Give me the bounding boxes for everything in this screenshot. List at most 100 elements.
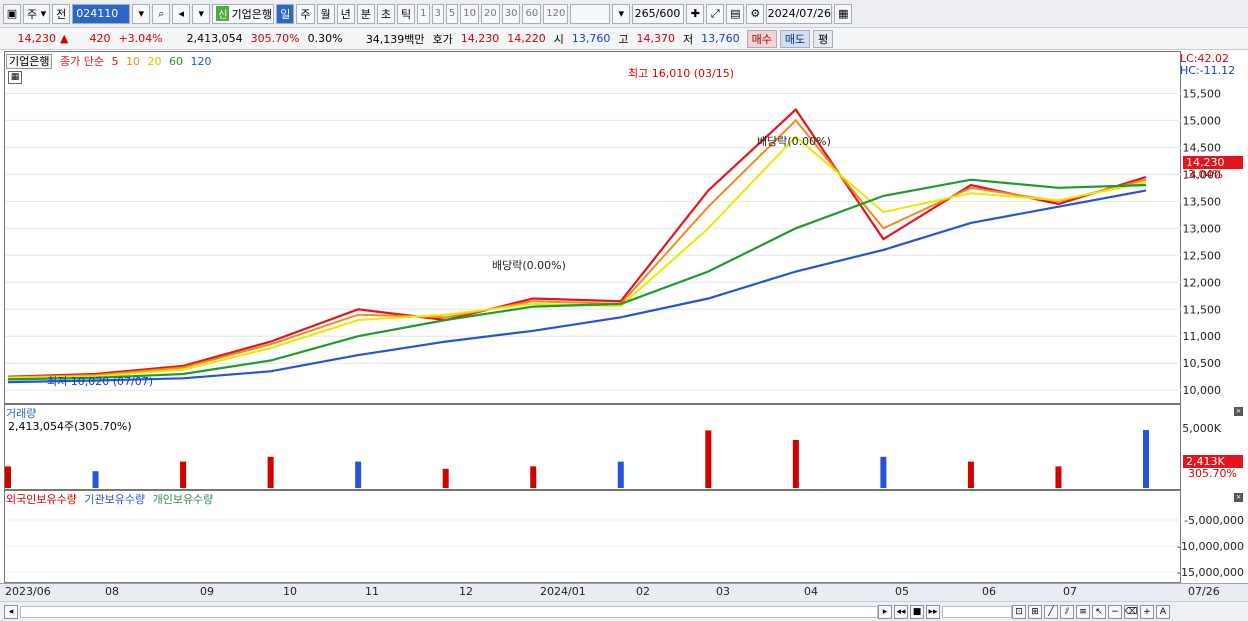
holdings-pane: 외국인보유수량 기관보유수량 개인보유수량 -5,000,000 -10,000,… bbox=[0, 490, 1248, 583]
text-tool-icon[interactable]: A bbox=[1156, 604, 1170, 619]
stop-icon[interactable]: ■ bbox=[910, 604, 924, 619]
legend-institution: 기관보유수량 bbox=[84, 493, 146, 506]
y-tick-label: 10,000 bbox=[1183, 384, 1222, 397]
save-icon[interactable]: ▤ bbox=[726, 3, 745, 24]
y-tick-label: 13,000 bbox=[1183, 222, 1222, 235]
turnover-rate: 0.30% bbox=[307, 32, 343, 45]
volume-bar bbox=[617, 461, 624, 488]
interval-custom-input[interactable] bbox=[570, 3, 611, 24]
time-label: 10 bbox=[283, 585, 297, 598]
interval-3-button[interactable]: 3 bbox=[431, 3, 444, 24]
zoom-out-icon[interactable]: − bbox=[1108, 604, 1122, 619]
holdings-chart: -5,000,000 -10,000,000 -15,000,000 bbox=[5, 514, 1244, 579]
arrow-tool-icon[interactable]: ↖ bbox=[1092, 604, 1106, 619]
period-second-button[interactable]: 초 bbox=[376, 3, 396, 24]
interval-120-button[interactable]: 120 bbox=[543, 3, 569, 24]
low-annotation: 최저 10,020 (07/07) bbox=[47, 375, 154, 388]
period-week-button[interactable]: 주 bbox=[296, 3, 315, 24]
high-label: 고 bbox=[618, 32, 629, 46]
chevron-down-icon[interactable]: ▾ bbox=[612, 3, 631, 24]
crosshair-icon[interactable]: ✚ bbox=[686, 3, 705, 24]
legend-stock-name[interactable]: 기업은행 bbox=[6, 54, 53, 69]
y-tick-label: 14,000 bbox=[1183, 168, 1222, 181]
volume-chart: 5,000K bbox=[5, 422, 1222, 488]
close-icon[interactable]: × bbox=[1234, 407, 1243, 416]
scroll-left-icon[interactable]: ◂ bbox=[4, 604, 18, 619]
bar-count-max: /600 bbox=[655, 7, 681, 20]
bar-count-field[interactable]: 265/600 bbox=[632, 3, 685, 24]
trend-line-icon[interactable]: ╱ bbox=[1044, 604, 1058, 619]
gear-icon[interactable]: ⚙ bbox=[746, 3, 765, 24]
volume-title: 거래량 bbox=[6, 407, 37, 420]
interval-5-button[interactable]: 5 bbox=[445, 3, 459, 24]
period-tick-button[interactable]: 틱 bbox=[397, 3, 416, 24]
time-label: 05 bbox=[895, 585, 909, 598]
zoom-in-icon[interactable]: + bbox=[1140, 604, 1154, 619]
date-input[interactable]: 2024/07/26 bbox=[766, 3, 833, 24]
chevron-down-icon[interactable]: ▾ bbox=[192, 3, 211, 24]
scroll-right-icon[interactable]: ▸ bbox=[878, 604, 892, 619]
y-tick-label: 12,500 bbox=[1183, 249, 1222, 262]
y-tick-label: -15,000,000 bbox=[1177, 566, 1244, 579]
speaker-icon[interactable]: ◂ bbox=[172, 3, 191, 24]
period-month-button[interactable]: 월 bbox=[316, 3, 335, 24]
interval-20-button[interactable]: 20 bbox=[481, 3, 500, 24]
layout-icon[interactable]: ▣ bbox=[3, 3, 21, 24]
volume-bar bbox=[92, 471, 99, 488]
volume-plot-frame bbox=[4, 404, 1181, 490]
period-minute-button[interactable]: 분 bbox=[356, 3, 375, 24]
legend-ma-20: 20 bbox=[147, 55, 162, 68]
table-toggle-icon[interactable]: ▦ bbox=[8, 71, 22, 84]
channel-icon[interactable]: ⫽ bbox=[1060, 604, 1074, 619]
price-plot-frame bbox=[4, 51, 1181, 404]
fibonacci-icon[interactable]: ≡ bbox=[1076, 604, 1090, 619]
y-tick-label: 12,000 bbox=[1183, 276, 1222, 289]
rewind-icon[interactable]: ◂◂ bbox=[894, 604, 908, 619]
time-axis: 2023/06 08 09 10 11 12 2024/01 02 03 04 … bbox=[0, 583, 1248, 601]
volume-bar bbox=[5, 466, 11, 488]
interval-60-button[interactable]: 60 bbox=[522, 3, 542, 24]
compare-icon[interactable]: ⤢ bbox=[706, 3, 725, 24]
eraser-icon[interactable]: ⌫ bbox=[1124, 604, 1138, 619]
time-label: 11 bbox=[365, 585, 379, 598]
new-badge: 신 bbox=[216, 6, 230, 21]
ma-line-10 bbox=[7, 118, 1147, 379]
prev-button[interactable]: 전 bbox=[52, 3, 71, 24]
price-change: 420 bbox=[89, 32, 111, 45]
time-label: 03 bbox=[716, 585, 730, 598]
play-icon[interactable]: ▸▸ bbox=[926, 604, 940, 619]
interval-30-button[interactable]: 30 bbox=[501, 3, 521, 24]
bar-count-value: 265 bbox=[634, 7, 656, 20]
high-annotation: 최고 16,010 (03/15) bbox=[628, 67, 735, 80]
type-select[interactable]: 주 ▾ bbox=[23, 3, 51, 24]
eval-button[interactable]: 평 bbox=[813, 29, 834, 48]
zoom-fit-icon[interactable]: ⊡ bbox=[1012, 604, 1026, 619]
y-tick-label: 11,500 bbox=[1183, 303, 1222, 316]
open-label: 시 bbox=[553, 32, 564, 46]
y-tick-label: 11,000 bbox=[1183, 330, 1222, 343]
legend-individual: 개인보유수량 bbox=[152, 493, 214, 506]
sell-button[interactable]: 매도 bbox=[779, 29, 811, 48]
price-legend: 기업은행 종가 단순 5 10 20 60 120 bbox=[6, 53, 215, 69]
search-icon[interactable]: ⌕ bbox=[152, 3, 171, 24]
period-day-button[interactable]: 일 bbox=[276, 3, 295, 24]
buy-button[interactable]: 매수 bbox=[746, 29, 777, 48]
scroll-track[interactable] bbox=[20, 605, 878, 618]
close-icon[interactable]: × bbox=[1234, 493, 1243, 502]
holdings-legend: 외국인보유수량 기관보유수량 개인보유수량 bbox=[6, 491, 217, 507]
volume-ratio: 305.70% bbox=[250, 32, 300, 45]
ma-line-20 bbox=[7, 135, 1147, 379]
zoom-slider[interactable] bbox=[942, 605, 1012, 618]
code-dropdown-icon[interactable]: ▾ bbox=[132, 3, 151, 24]
interval-1-button[interactable]: 1 bbox=[417, 3, 430, 24]
zoom-reset-icon[interactable]: ⊞ bbox=[1028, 604, 1042, 619]
stock-code-input[interactable]: 024110 bbox=[72, 3, 131, 24]
current-price: 14,230 bbox=[17, 32, 57, 45]
dividend-annotation: 배당락(0.00%) bbox=[757, 135, 831, 148]
interval-10-button[interactable]: 10 bbox=[460, 3, 480, 24]
bid-price: 14,220 bbox=[507, 32, 546, 45]
stock-name-field[interactable]: 신 기업은행 bbox=[212, 3, 275, 24]
calendar-icon[interactable]: ▦ bbox=[834, 3, 853, 24]
period-year-button[interactable]: 년 bbox=[336, 3, 355, 24]
lc-label: LC:42.02 bbox=[1180, 52, 1230, 65]
